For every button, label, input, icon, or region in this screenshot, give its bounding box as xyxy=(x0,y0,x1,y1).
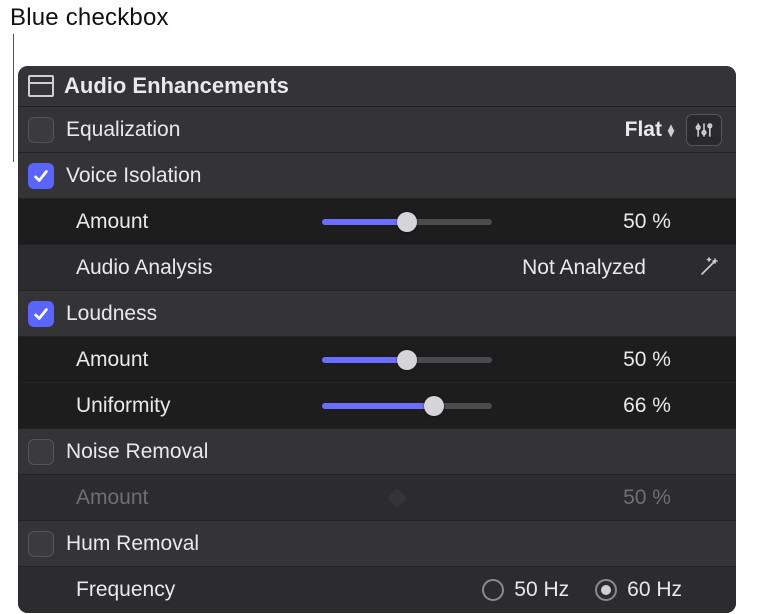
loudness-amount-value[interactable]: 50 % xyxy=(572,348,722,372)
audio-analysis-label: Audio Analysis xyxy=(76,256,213,280)
hum-frequency-option-60hz-label: 60 Hz xyxy=(627,578,682,602)
hum-frequency-row: Frequency 50 Hz 60 Hz xyxy=(18,567,736,613)
panel-title: Audio Enhancements xyxy=(64,73,289,99)
equalization-label: Equalization xyxy=(66,118,180,142)
equalization-row: Equalization Flat ▴▾ xyxy=(18,107,736,153)
loudness-row: Loudness xyxy=(18,291,736,337)
equalization-checkbox[interactable] xyxy=(28,117,54,143)
hum-removal-row: Hum Removal xyxy=(18,521,736,567)
audio-analysis-status: Not Analyzed xyxy=(474,256,694,280)
hum-frequency-option-60hz[interactable]: 60 Hz xyxy=(595,578,682,602)
equalization-preset-popup[interactable]: Flat ▴▾ xyxy=(625,118,674,142)
equalizer-icon xyxy=(694,121,714,139)
radio-icon xyxy=(595,579,617,601)
equalization-preset-value: Flat xyxy=(625,118,662,142)
callout-label: Blue checkbox xyxy=(10,4,169,32)
voice-isolation-amount-slider[interactable] xyxy=(322,219,492,225)
keyframe-diamond-icon xyxy=(387,488,407,508)
loudness-checkbox[interactable] xyxy=(28,301,54,327)
voice-isolation-amount-label: Amount xyxy=(76,210,148,234)
hum-removal-label: Hum Removal xyxy=(66,532,199,556)
callout-leader-line xyxy=(13,34,14,162)
voice-isolation-amount-value[interactable]: 50 % xyxy=(572,210,722,234)
hum-frequency-option-50hz[interactable]: 50 Hz xyxy=(482,578,569,602)
equalizer-open-button[interactable] xyxy=(686,114,722,146)
loudness-amount-label: Amount xyxy=(76,348,148,372)
voice-isolation-label: Voice Isolation xyxy=(66,164,201,188)
loudness-amount-row: Amount 50 % xyxy=(18,337,736,383)
noise-removal-amount-value: 50 % xyxy=(572,486,722,510)
voice-isolation-checkbox[interactable] xyxy=(28,163,54,189)
hum-frequency-label: Frequency xyxy=(76,578,175,602)
loudness-uniformity-label: Uniformity xyxy=(76,394,171,418)
audio-enhancements-panel: Audio Enhancements Equalization Flat ▴▾ xyxy=(18,66,736,613)
loudness-uniformity-slider[interactable] xyxy=(322,403,492,409)
noise-removal-amount-slider xyxy=(312,491,482,505)
noise-removal-amount-label: Amount xyxy=(76,486,148,510)
magic-wand-icon xyxy=(696,256,720,280)
loudness-uniformity-value[interactable]: 66 % xyxy=(572,394,722,418)
radio-icon xyxy=(482,579,504,601)
noise-removal-checkbox[interactable] xyxy=(28,439,54,465)
hum-removal-checkbox[interactable] xyxy=(28,531,54,557)
loudness-uniformity-row: Uniformity 66 % xyxy=(18,383,736,429)
noise-removal-row: Noise Removal xyxy=(18,429,736,475)
audio-analysis-row: Audio Analysis Not Analyzed xyxy=(18,245,736,291)
noise-removal-label: Noise Removal xyxy=(66,440,208,464)
analyze-button[interactable] xyxy=(694,254,722,282)
loudness-amount-slider[interactable] xyxy=(322,357,492,363)
noise-removal-amount-row: Amount 50 % xyxy=(18,475,736,521)
panel-icon xyxy=(28,75,54,97)
popup-chevron-icon: ▴▾ xyxy=(668,124,674,136)
voice-isolation-amount-row: Amount 50 % xyxy=(18,199,736,245)
hum-frequency-option-50hz-label: 50 Hz xyxy=(514,578,569,602)
panel-header: Audio Enhancements xyxy=(18,66,736,107)
voice-isolation-row: Voice Isolation xyxy=(18,153,736,199)
loudness-label: Loudness xyxy=(66,302,157,326)
